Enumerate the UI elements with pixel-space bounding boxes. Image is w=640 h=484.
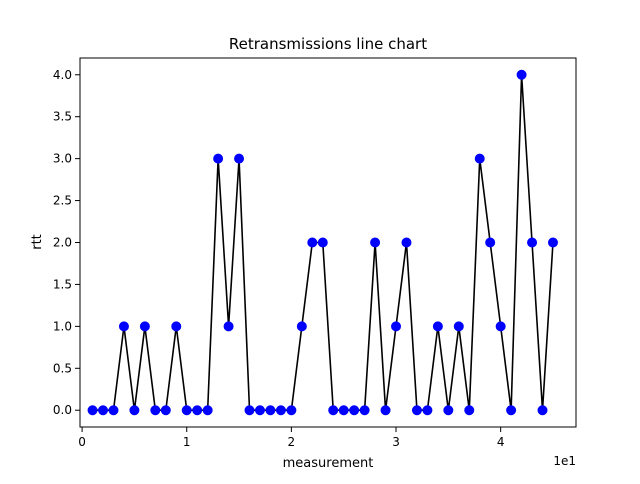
data-point [464,405,475,416]
y-tick-label: 3.0 [53,152,72,166]
data-point [296,321,307,332]
data-point [118,321,129,332]
data-point [286,405,297,416]
x-tick-label: 4 [497,435,505,449]
series-layer [87,69,558,416]
data-point [422,405,433,416]
data-point [391,321,402,332]
data-point [527,237,538,248]
data-point [349,405,360,416]
y-tick-label: 0.0 [53,403,72,417]
data-point [108,405,119,416]
data-point [443,405,454,416]
data-point [328,405,339,416]
y-tick-label: 1.5 [53,277,72,291]
x-axis-label: measurement [283,456,374,471]
y-tick-label: 2.0 [53,236,72,250]
data-point [338,405,349,416]
data-point [181,405,192,416]
x-tick-label: 3 [392,435,400,449]
data-point [317,237,328,248]
x-axis-offset-label: 1e1 [553,454,576,468]
y-axis-label: rtt [30,234,45,250]
x-tick-label: 2 [288,435,296,449]
data-point [537,405,548,416]
data-point [254,405,265,416]
data-point [453,321,464,332]
data-point [411,405,422,416]
data-point [370,237,381,248]
data-point [401,237,412,248]
data-point [171,321,182,332]
data-point [213,153,224,164]
y-tick-label: 0.5 [53,361,72,375]
x-tick-label: 1 [183,435,191,449]
data-point [380,405,391,416]
data-point [359,405,370,416]
data-point [160,405,171,416]
data-point [307,237,318,248]
data-point [139,321,150,332]
x-axis-ticks: 0 1 2 3 4 [78,427,504,449]
data-point [244,405,255,416]
data-point [432,321,443,332]
data-point [547,237,558,248]
data-point [506,405,517,416]
data-point [202,405,213,416]
chart-title: Retransmissions line chart [229,35,427,53]
data-point [223,321,234,332]
data-point [516,69,527,80]
data-point [87,405,98,416]
y-tick-label: 1.0 [53,319,72,333]
data-point [150,405,161,416]
y-axis-ticks: 0.0 0.5 1.0 1.5 2.0 2.5 3.0 3.5 4.0 [53,68,80,417]
plot-area [79,57,577,428]
data-point [275,405,286,416]
data-point [98,405,109,416]
data-point [495,321,506,332]
data-point [234,153,245,164]
data-point [129,405,140,416]
data-point [474,153,485,164]
x-tick-label: 0 [78,435,86,449]
data-point [265,405,276,416]
y-tick-label: 2.5 [53,194,72,208]
y-tick-label: 3.5 [53,110,72,124]
data-point [192,405,203,416]
y-tick-label: 4.0 [53,68,72,82]
data-point [485,237,496,248]
